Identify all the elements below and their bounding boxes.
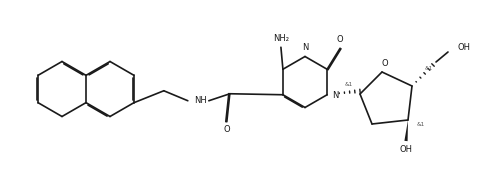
Text: OH: OH xyxy=(400,145,412,155)
Text: OH: OH xyxy=(457,43,470,52)
Text: &1: &1 xyxy=(425,66,433,70)
Text: O: O xyxy=(337,35,344,44)
Text: NH: NH xyxy=(194,96,206,105)
Text: N: N xyxy=(302,43,308,52)
Text: &1: &1 xyxy=(345,82,353,87)
Text: N: N xyxy=(332,91,339,100)
Text: O: O xyxy=(382,58,388,68)
Text: &1: &1 xyxy=(417,122,425,126)
Text: NH₂: NH₂ xyxy=(273,34,289,43)
Polygon shape xyxy=(405,120,408,141)
Text: O: O xyxy=(224,125,230,134)
